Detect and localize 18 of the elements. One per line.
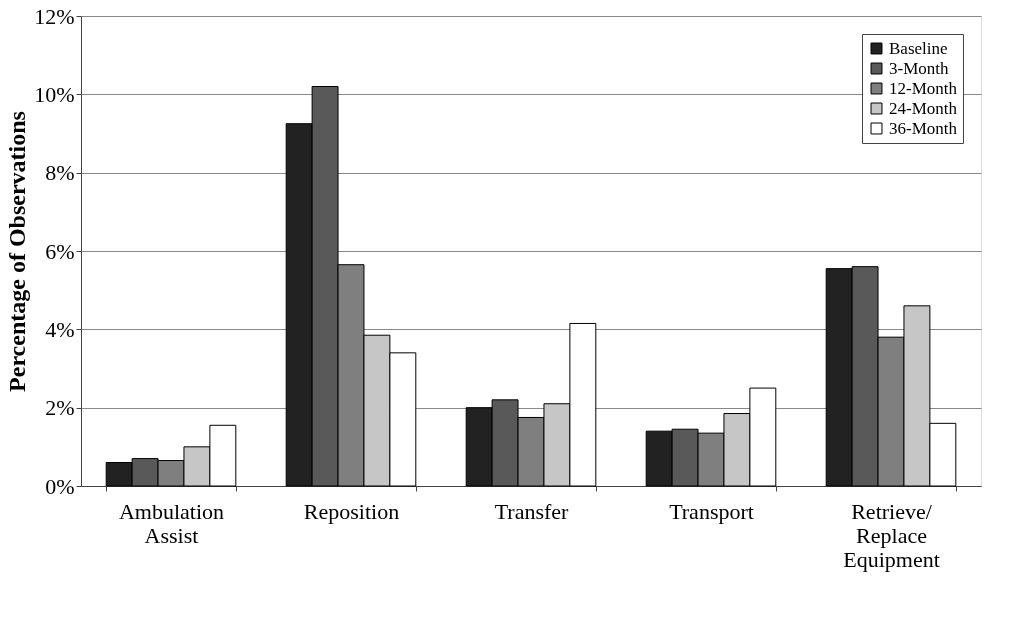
y-tick-label: 0% [45,473,75,499]
y-tick-label: 10% [34,81,75,107]
legend-label: 3-Month [889,58,949,78]
legend-label: Baseline [889,38,948,58]
y-axis-title: Percentage of Observations [4,111,31,392]
y-tick-label: 12% [34,3,75,29]
x-tick-label: Retrieve/ Replace Equipment [843,498,940,572]
legend-label: 24-Month [889,98,958,118]
y-tick-label: 6% [45,238,75,264]
legend-label: 36-Month [889,118,958,138]
y-tick-label: 2% [45,395,75,421]
x-tick-label: Reposition [303,498,400,524]
legend-label: 12-Month [889,78,958,98]
y-tick-label: 8% [45,160,75,186]
y-tick-label: 4% [45,316,75,342]
x-tick-label: Transport [669,498,754,524]
x-tick-label: Transfer [494,498,570,524]
x-tick-label: Ambulation Assist [118,498,225,548]
